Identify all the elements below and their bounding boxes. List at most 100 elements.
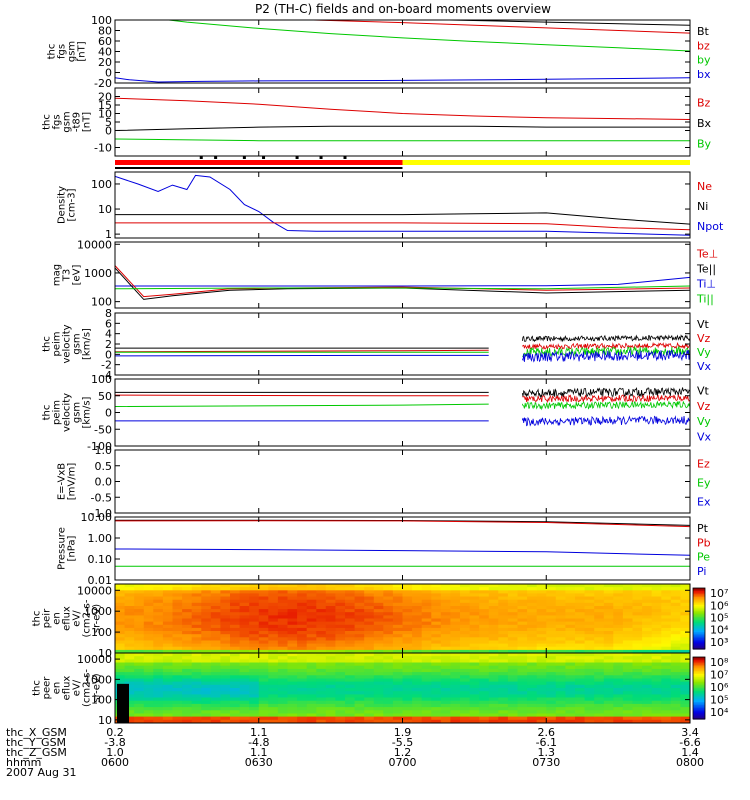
ylabel-line: [km/s] — [82, 396, 93, 428]
peer_spec-cell — [162, 678, 174, 683]
peir_spec-cell — [297, 596, 308, 601]
peer_spec-cell — [182, 668, 193, 673]
ylabel-line: (cm2-s- — [82, 669, 93, 707]
colorbar-cell — [693, 678, 705, 681]
ytick-label: 6 — [105, 317, 112, 330]
legend-Te⊥: Te⊥ — [696, 248, 718, 261]
peer_spec-cell — [172, 681, 183, 686]
peir_spec-cell — [345, 649, 356, 653]
peer_spec-cell — [603, 703, 614, 708]
legend-Bz: Bz — [697, 96, 711, 109]
peir_spec-cell — [115, 593, 126, 598]
peer_spec-cell — [421, 697, 432, 702]
peer_spec-cell — [661, 700, 672, 705]
peir_spec-cell — [220, 606, 231, 610]
peir_spec-cell — [546, 584, 557, 588]
peer_spec-cell — [277, 688, 289, 692]
peir_spec-cell — [373, 643, 384, 648]
peer_spec-cell — [239, 672, 250, 676]
peer_spec-cell — [354, 659, 365, 664]
peer_spec-cell — [632, 665, 643, 670]
peer_spec-cell — [306, 691, 317, 695]
peir_spec-cell — [498, 646, 509, 651]
peer_spec-cell — [162, 713, 174, 718]
peir_spec-cell — [258, 584, 269, 588]
peer_spec-cell — [622, 700, 634, 705]
peer_spec-cell — [622, 675, 634, 680]
peir_spec-cell — [277, 593, 289, 598]
peim_velocity-noise-Vx — [521, 349, 690, 363]
peir_spec-cell — [565, 584, 576, 588]
peer_spec-cell — [642, 719, 653, 723]
peer_spec-cell — [354, 656, 365, 660]
peer_spec-cell — [210, 656, 221, 660]
peir_spec-cell — [364, 593, 375, 598]
peer_spec-cell — [220, 681, 231, 686]
peir_spec-cell — [450, 643, 461, 648]
peer_spec-cell — [201, 678, 212, 683]
peer_spec-cell — [584, 678, 595, 683]
peir_spec-cell — [469, 624, 480, 629]
peer_spec-cell — [402, 697, 413, 702]
peir_spec-cell — [469, 615, 480, 620]
peir_spec-cell — [402, 587, 413, 591]
peir_spec-cell — [335, 621, 346, 626]
peir_spec-cell — [182, 649, 193, 653]
peir_spec-cell — [373, 590, 384, 594]
peir_spec-cell — [498, 596, 509, 601]
peer_spec-cell — [258, 672, 269, 676]
peer_spec-cell — [565, 662, 576, 667]
peir_spec-cell — [354, 612, 365, 616]
peer_spec-cell — [517, 681, 528, 686]
peir_spec-cell — [239, 612, 250, 616]
peir_spec-cell — [297, 634, 308, 638]
peir_spec-cell — [642, 637, 653, 641]
peir_spec-cell — [670, 593, 681, 598]
peer_spec-cell — [642, 688, 653, 692]
peir_spec-cell — [450, 621, 461, 626]
peer_spec-cell — [555, 678, 566, 683]
peir_spec-cell — [124, 612, 135, 616]
peir_spec-cell — [383, 631, 394, 635]
peer_spec-cell — [450, 716, 461, 721]
peer_spec-cell — [201, 703, 212, 708]
peir_spec-cell — [546, 631, 557, 635]
peir_spec-cell — [201, 599, 212, 604]
peer_spec-cell — [575, 688, 586, 692]
peir_spec-cell — [172, 596, 183, 601]
peer_spec-cell — [354, 668, 365, 673]
peir_spec-cell — [239, 596, 250, 601]
peer_spec-cell — [450, 710, 461, 715]
peir_spec-cell — [632, 596, 643, 601]
colorbar-cell — [693, 609, 705, 612]
legend-Vz: Vz — [697, 400, 711, 413]
peir_spec-cell — [364, 602, 375, 607]
peer_spec-cell — [555, 697, 566, 702]
peir_spec-cell — [488, 606, 499, 610]
peir_spec-cell — [162, 634, 174, 638]
peer_spec-cell — [239, 684, 250, 689]
peir_spec-cell — [182, 587, 193, 591]
peer_spec-cell — [479, 719, 490, 723]
ylabel-line: thc — [32, 680, 43, 696]
peir_spec-cell — [536, 618, 547, 623]
peir_spec-cell — [402, 634, 413, 638]
peer_spec-cell — [373, 716, 384, 721]
peir_spec-cell — [268, 587, 279, 591]
peer_spec-cell — [555, 719, 566, 723]
peir_spec-cell — [124, 646, 135, 651]
peer_spec-cell — [201, 716, 212, 721]
peir_spec-cell — [297, 606, 308, 610]
peer_spec-cell — [239, 678, 250, 683]
peir_spec-cell — [479, 593, 490, 598]
mode-bar-marker — [295, 156, 299, 159]
peer_spec-cell — [546, 716, 557, 721]
peir_spec-cell — [527, 646, 538, 651]
peer_spec-cell — [622, 656, 634, 660]
peer_spec-cell — [220, 688, 231, 692]
peer_spec-cell — [642, 684, 653, 689]
